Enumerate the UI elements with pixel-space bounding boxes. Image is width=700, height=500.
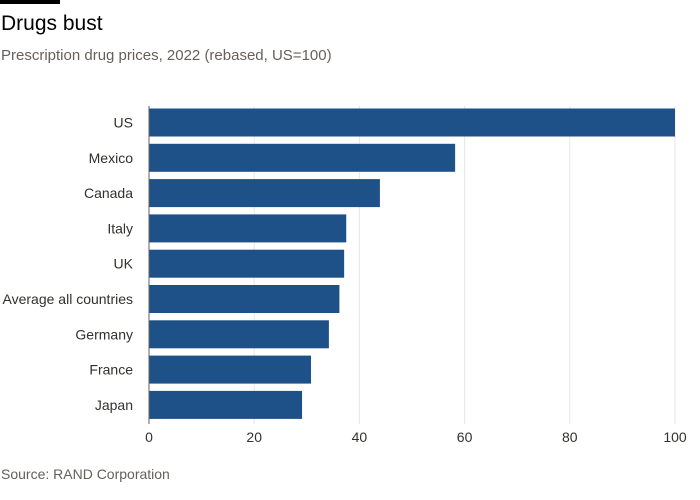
x-tick-label: 40 <box>352 429 368 445</box>
bar <box>149 320 329 349</box>
source-note: Source: RAND Corporation <box>1 466 170 482</box>
chart-subtitle: Prescription drug prices, 2022 (rebased,… <box>1 47 332 64</box>
category-label: Mexico <box>89 150 134 166</box>
bar <box>149 179 380 208</box>
bar <box>149 285 340 313</box>
x-tick-label: 80 <box>562 429 578 445</box>
bar <box>149 390 303 419</box>
header-accent-bar <box>0 0 60 4</box>
bar <box>149 108 675 137</box>
x-tick-label: 20 <box>246 429 262 445</box>
category-label: Average all countries <box>3 291 133 307</box>
category-label: Canada <box>84 185 133 201</box>
bar <box>149 249 345 278</box>
x-tick-label: 60 <box>457 429 473 445</box>
bar <box>149 143 456 172</box>
category-label: France <box>89 362 133 378</box>
category-label: Japan <box>95 397 133 413</box>
bar <box>149 355 312 384</box>
category-label: Germany <box>75 326 133 342</box>
category-label: Italy <box>107 220 133 236</box>
x-tick-label: 100 <box>663 429 687 445</box>
category-label: US <box>114 115 133 131</box>
chart-title: Drugs bust <box>1 12 103 35</box>
category-label: UK <box>114 256 134 272</box>
x-tick-label: 0 <box>145 429 153 445</box>
bar <box>149 214 347 243</box>
